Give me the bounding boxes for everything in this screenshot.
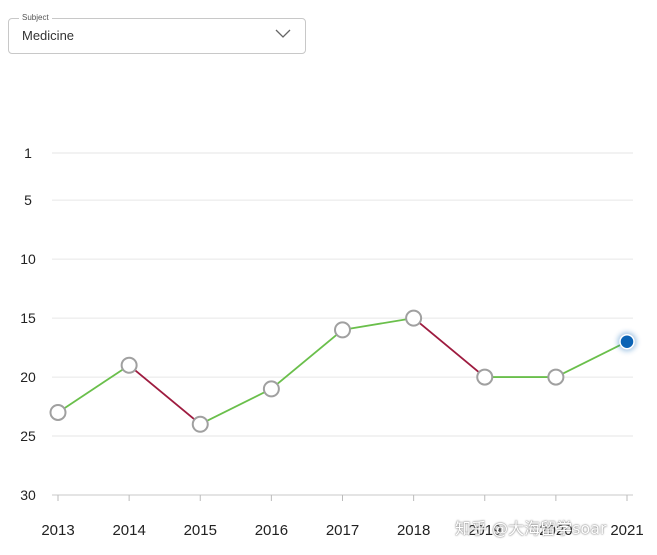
series-segment bbox=[128, 364, 201, 425]
y-tick-label: 5 bbox=[24, 192, 32, 208]
series-segment bbox=[270, 329, 344, 390]
x-tick-label: 2021 bbox=[610, 522, 643, 539]
series-segment bbox=[555, 340, 628, 378]
subject-value: Medicine bbox=[22, 28, 75, 43]
series-segment bbox=[199, 388, 272, 426]
series-segment bbox=[57, 364, 130, 414]
x-tick-label: 2014 bbox=[112, 522, 145, 539]
chevron-down-icon bbox=[275, 29, 291, 38]
watermark: 知乎 @大海留学soar bbox=[455, 519, 607, 538]
data-point bbox=[405, 309, 423, 327]
x-tick-label: 2020 bbox=[539, 522, 572, 539]
x-tick-label: 2013 bbox=[41, 522, 74, 539]
data-point bbox=[120, 356, 138, 374]
subject-label: Subject bbox=[19, 12, 52, 24]
data-point bbox=[262, 380, 280, 398]
y-tick-label: 20 bbox=[20, 369, 36, 385]
data-point bbox=[334, 321, 351, 339]
data-point bbox=[49, 403, 67, 421]
y-tick-label: 15 bbox=[20, 310, 36, 326]
x-tick-label: 2018 bbox=[397, 522, 430, 539]
data-point bbox=[476, 368, 494, 386]
x-tick-label: 2019 bbox=[468, 522, 501, 539]
x-tick-label: 2015 bbox=[184, 522, 217, 539]
y-tick-label: 1 bbox=[24, 145, 32, 161]
data-point bbox=[191, 415, 209, 433]
data-point bbox=[547, 368, 565, 386]
x-tick-label: 2016 bbox=[255, 522, 288, 539]
data-point-current bbox=[619, 333, 635, 350]
series-segment bbox=[342, 317, 414, 331]
subject-select[interactable]: Subject Medicine bbox=[8, 12, 306, 54]
y-tick-label: 10 bbox=[20, 251, 36, 267]
y-tick-label: 30 bbox=[20, 487, 36, 503]
series-segment bbox=[413, 317, 486, 378]
x-tick-label: 2017 bbox=[326, 522, 359, 539]
y-tick-label: 25 bbox=[20, 428, 36, 444]
